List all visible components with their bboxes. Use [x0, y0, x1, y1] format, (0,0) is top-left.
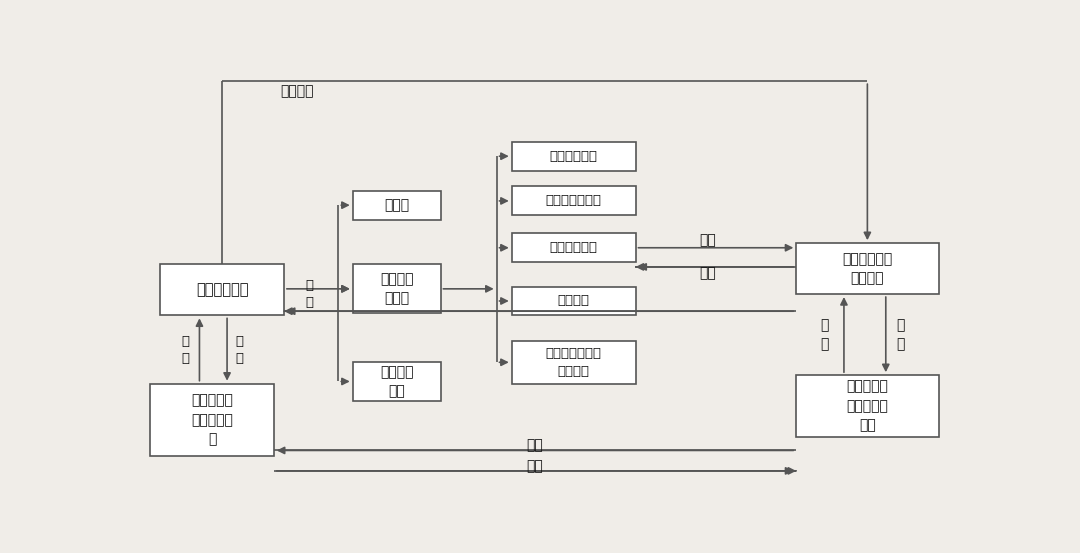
Text: 勘定: 勘定 — [699, 267, 716, 280]
FancyBboxPatch shape — [352, 191, 441, 220]
Text: 复
工: 复 工 — [305, 279, 313, 309]
Text: 企业（项目）: 企业（项目） — [195, 283, 248, 298]
Text: 人员管控
清单: 人员管控 清单 — [380, 365, 414, 398]
Text: 报备: 报备 — [527, 439, 543, 452]
FancyBboxPatch shape — [512, 142, 635, 171]
Text: 防护物资准备: 防护物资准备 — [550, 241, 597, 254]
Text: 各地防控工
作领导小组
审定: 各地防控工 作领导小组 审定 — [847, 379, 889, 432]
Text: 交通组织方案: 交通组织方案 — [550, 150, 597, 163]
Text: 场所消杀: 场所消杀 — [557, 295, 590, 307]
Text: 隔离及居住预案: 隔离及居住预案 — [545, 195, 602, 207]
Text: 乡镇（街道）
对标检查: 乡镇（街道） 对标检查 — [842, 252, 892, 285]
Text: 市防控工作
领导小组备
案: 市防控工作 领导小组备 案 — [191, 393, 233, 446]
Text: 报批: 报批 — [699, 233, 716, 247]
FancyBboxPatch shape — [160, 264, 284, 315]
FancyBboxPatch shape — [796, 243, 939, 294]
FancyBboxPatch shape — [512, 341, 635, 384]
Text: 防疫方案
和承诺: 防疫方案 和承诺 — [380, 272, 414, 306]
Text: 体温检测及健康
报告制度: 体温检测及健康 报告制度 — [545, 347, 602, 378]
Text: 日常检查: 日常检查 — [281, 85, 314, 98]
FancyBboxPatch shape — [150, 384, 274, 456]
FancyBboxPatch shape — [796, 375, 939, 437]
FancyBboxPatch shape — [512, 186, 635, 216]
Text: 检
查: 检 查 — [235, 335, 243, 364]
FancyBboxPatch shape — [352, 264, 441, 314]
Text: 申请表: 申请表 — [384, 198, 409, 212]
FancyBboxPatch shape — [512, 233, 635, 262]
FancyBboxPatch shape — [512, 286, 635, 315]
Text: 抽
合: 抽 合 — [181, 335, 189, 364]
Text: 申
报: 申 报 — [895, 319, 904, 351]
FancyBboxPatch shape — [352, 362, 441, 400]
Text: 批
准: 批 准 — [821, 319, 828, 351]
Text: 督查: 督查 — [527, 459, 543, 473]
